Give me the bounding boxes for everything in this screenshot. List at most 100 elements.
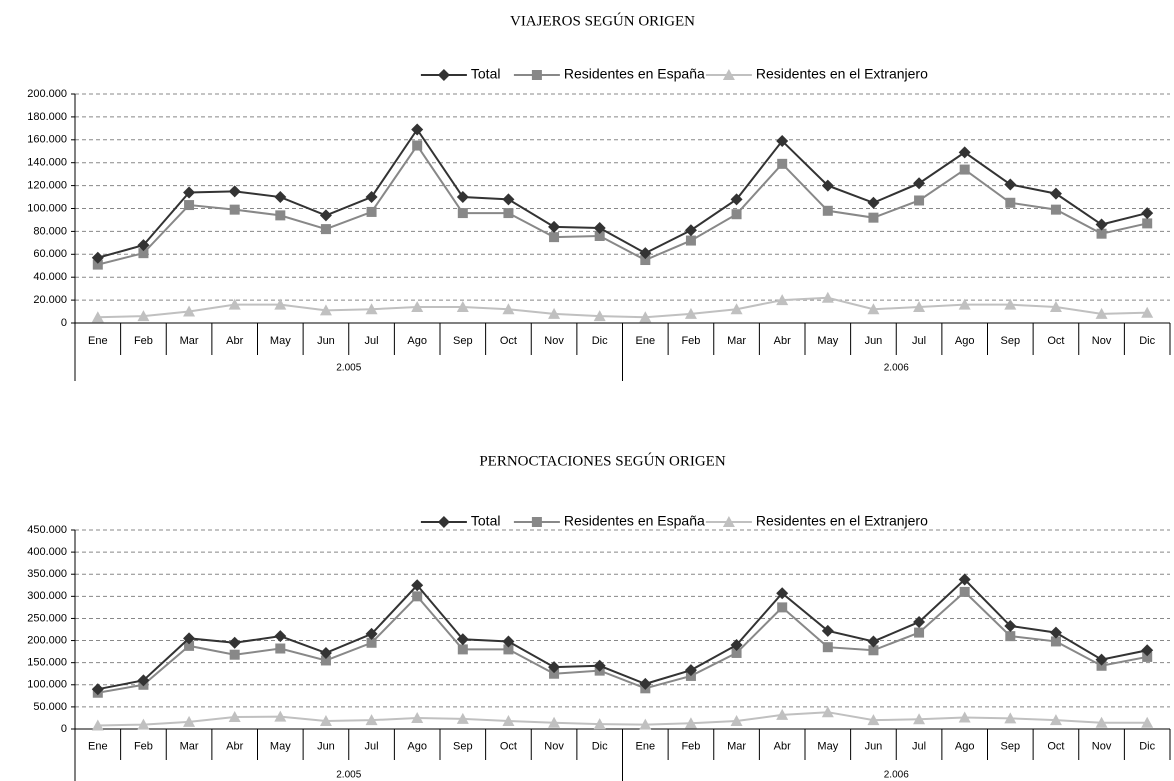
x-tick-label: Nov	[544, 740, 564, 752]
marker	[320, 224, 331, 235]
x-tick-label: Feb	[681, 335, 700, 347]
marker	[868, 645, 879, 656]
group-label: 2.006	[884, 770, 909, 781]
x-tick-label: Sep	[453, 335, 473, 347]
marker	[411, 579, 424, 592]
marker	[92, 259, 103, 270]
series-line	[97, 296, 1148, 319]
marker	[137, 674, 150, 687]
marker	[274, 298, 287, 310]
x-tick-label: Dic	[1139, 740, 1155, 752]
x-tick-label: Abr	[226, 740, 243, 752]
marker	[183, 305, 196, 317]
marker	[958, 711, 971, 723]
marker	[549, 668, 560, 679]
y-tick-label: 450.000	[27, 524, 67, 536]
group-label: 2.006	[884, 363, 909, 374]
marker	[959, 586, 970, 597]
marker	[867, 303, 880, 315]
marker	[1049, 300, 1062, 312]
marker	[914, 195, 925, 206]
marker	[867, 635, 880, 648]
y-tick-label: 350.000	[27, 568, 67, 580]
marker	[1095, 218, 1108, 231]
x-tick-label: May	[817, 740, 838, 752]
marker	[684, 717, 697, 729]
marker	[1049, 626, 1062, 639]
marker	[821, 706, 834, 718]
marker	[684, 307, 697, 319]
marker	[821, 291, 834, 303]
marker	[777, 158, 788, 169]
marker	[228, 185, 241, 198]
y-tick-label: 0	[61, 317, 67, 329]
marker	[731, 209, 742, 220]
marker	[1141, 716, 1154, 728]
marker	[503, 644, 514, 655]
series-line	[97, 590, 1148, 694]
marker	[730, 303, 743, 315]
marker	[366, 206, 377, 217]
legend-marker	[531, 517, 542, 527]
marker	[821, 179, 834, 192]
series-line	[97, 127, 1148, 259]
marker	[684, 664, 697, 677]
marker	[229, 649, 240, 660]
x-tick-label: Abr	[774, 335, 791, 347]
x-tick-label: Dic	[592, 740, 608, 752]
x-tick-label: Ene	[636, 335, 656, 347]
y-tick-label: 160.000	[27, 134, 67, 146]
x-tick-label: Mar	[727, 740, 746, 752]
marker	[593, 718, 606, 730]
marker	[91, 311, 104, 323]
marker	[593, 221, 606, 234]
marker	[228, 636, 241, 649]
x-tick-label: Jun	[865, 740, 883, 752]
x-tick-label: May	[270, 335, 291, 347]
x-tick-label: Ago	[407, 335, 427, 347]
marker	[274, 630, 287, 643]
group-label: 2.005	[336, 363, 361, 374]
y-tick-label: 50.000	[33, 701, 67, 713]
marker	[138, 248, 149, 259]
marker	[1141, 644, 1154, 657]
marker	[502, 635, 515, 648]
marker	[184, 200, 195, 211]
x-tick-label: Oct	[500, 335, 517, 347]
marker	[822, 205, 833, 216]
marker	[593, 659, 606, 672]
y-tick-label: 20.000	[33, 294, 67, 306]
x-tick-label: Jun	[317, 335, 335, 347]
marker	[137, 239, 150, 252]
marker	[229, 204, 240, 215]
legend-label: Total	[471, 66, 501, 82]
marker	[730, 638, 743, 651]
marker	[366, 637, 377, 648]
marker	[456, 191, 469, 204]
marker	[137, 310, 150, 322]
x-tick-label: Abr	[226, 335, 243, 347]
legend-label: Residentes en España	[564, 513, 705, 529]
x-tick-label: Abr	[774, 740, 791, 752]
x-tick-label: Jul	[912, 740, 926, 752]
marker	[777, 602, 788, 613]
marker	[412, 591, 423, 602]
x-tick-label: Mar	[180, 335, 199, 347]
marker	[913, 177, 926, 190]
marker	[183, 632, 196, 645]
marker	[914, 627, 925, 638]
marker	[776, 708, 789, 720]
marker	[1141, 207, 1154, 220]
marker	[275, 643, 286, 654]
y-tick-label: 180.000	[27, 111, 67, 123]
x-tick-label: Mar	[727, 335, 746, 347]
marker	[548, 661, 561, 674]
marker	[91, 719, 104, 731]
x-tick-label: Ene	[88, 740, 108, 752]
y-tick-label: 140.000	[27, 157, 67, 169]
marker	[457, 644, 468, 655]
x-tick-label: Mar	[180, 740, 199, 752]
legend-label: Total	[471, 513, 501, 529]
marker	[228, 711, 241, 723]
marker	[685, 235, 696, 246]
